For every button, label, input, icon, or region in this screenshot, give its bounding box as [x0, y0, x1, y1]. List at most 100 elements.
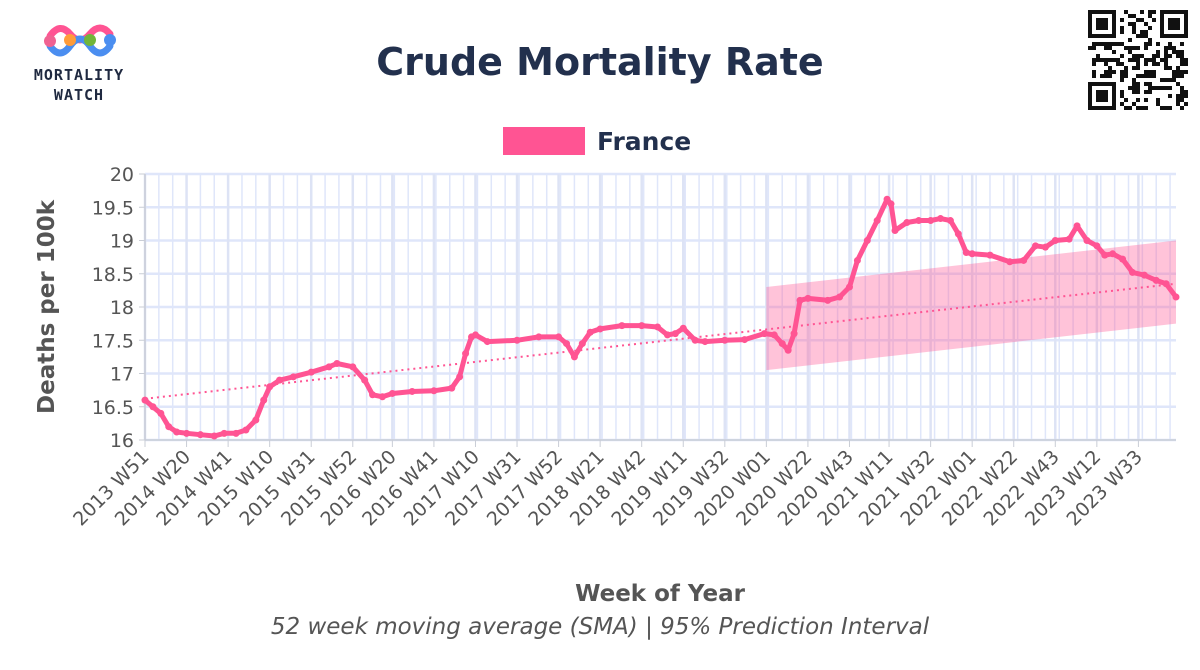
data-point[interactable] — [378, 393, 386, 401]
data-point[interactable] — [954, 230, 962, 238]
data-point[interactable] — [1119, 255, 1127, 263]
data-point[interactable] — [483, 338, 491, 346]
trend-line — [144, 282, 1177, 400]
data-point[interactable] — [691, 336, 699, 344]
data-point[interactable] — [1006, 258, 1014, 266]
data-point[interactable] — [804, 294, 812, 302]
data-point[interactable] — [471, 331, 479, 339]
data-point[interactable] — [824, 296, 832, 304]
y-tick-label: 18.5 — [92, 264, 134, 286]
data-point[interactable] — [307, 368, 315, 376]
data-point[interactable] — [165, 423, 173, 431]
data-point[interactable] — [1101, 251, 1109, 259]
data-point[interactable] — [836, 293, 844, 301]
data-point[interactable] — [937, 215, 945, 223]
data-point[interactable] — [289, 373, 297, 381]
data-point[interactable] — [1051, 237, 1059, 244]
data-point[interactable] — [784, 346, 792, 354]
data-point[interactable] — [448, 384, 456, 392]
data-point[interactable] — [210, 432, 218, 440]
data-point[interactable] — [456, 373, 464, 381]
data-point[interactable] — [173, 428, 181, 436]
data-point[interactable] — [1093, 242, 1101, 250]
data-point[interactable] — [968, 250, 976, 258]
data-point[interactable] — [1140, 271, 1148, 279]
data-point[interactable] — [903, 219, 911, 227]
data-point[interactable] — [770, 331, 778, 339]
data-point[interactable] — [863, 237, 871, 244]
data-point[interactable] — [1172, 293, 1180, 301]
data-point[interactable] — [220, 429, 228, 437]
data-point[interactable] — [586, 328, 594, 336]
data-point[interactable] — [596, 325, 604, 333]
data-point[interactable] — [663, 331, 671, 339]
data-point[interactable] — [157, 409, 165, 417]
data-point[interactable] — [638, 322, 646, 330]
data-point[interactable] — [183, 429, 191, 437]
data-point[interactable] — [333, 360, 341, 368]
data-point[interactable] — [369, 391, 377, 399]
data-point[interactable] — [578, 340, 586, 348]
data-point[interactable] — [570, 353, 578, 361]
data-point[interactable] — [266, 383, 274, 391]
data-point[interactable] — [361, 376, 369, 384]
data-point[interactable] — [671, 330, 679, 338]
data-point[interactable] — [887, 200, 895, 208]
logo-text-line1: MORTALITY — [33, 66, 125, 84]
data-point[interactable] — [891, 227, 899, 235]
data-point[interactable] — [1083, 237, 1091, 244]
data-point[interactable] — [430, 387, 438, 395]
data-point[interactable] — [701, 338, 709, 346]
data-point[interactable] — [462, 350, 470, 358]
data-point[interactable] — [388, 389, 396, 397]
prediction-interval-layer — [766, 240, 1176, 371]
series-layer — [141, 195, 1180, 440]
data-point[interactable] — [276, 376, 284, 384]
data-point[interactable] — [513, 336, 521, 344]
data-point[interactable] — [232, 429, 240, 437]
data-point[interactable] — [1020, 256, 1028, 264]
data-point[interactable] — [1109, 250, 1117, 258]
data-point[interactable] — [252, 416, 260, 424]
y-tick-label: 17 — [110, 364, 134, 386]
data-point[interactable] — [741, 336, 749, 344]
data-point[interactable] — [260, 396, 268, 404]
data-point[interactable] — [721, 336, 729, 344]
data-point[interactable] — [654, 323, 662, 331]
data-point[interactable] — [325, 363, 333, 371]
data-point[interactable] — [349, 363, 357, 371]
y-tick-label: 20 — [110, 164, 134, 186]
data-point[interactable] — [883, 195, 891, 203]
data-point[interactable] — [555, 333, 563, 341]
data-point[interactable] — [962, 248, 970, 256]
data-point[interactable] — [853, 256, 861, 264]
data-point[interactable] — [927, 217, 935, 225]
data-point[interactable] — [1041, 243, 1049, 251]
data-point[interactable] — [1152, 276, 1160, 284]
data-point[interactable] — [141, 396, 149, 404]
data-point[interactable] — [915, 217, 923, 225]
data-point[interactable] — [1065, 235, 1073, 243]
data-point[interactable] — [1162, 280, 1170, 288]
data-point[interactable] — [408, 387, 416, 395]
legend[interactable]: France — [503, 124, 691, 158]
data-point[interactable] — [1128, 268, 1136, 276]
data-point[interactable] — [986, 251, 994, 259]
data-point[interactable] — [760, 330, 768, 338]
data-point[interactable] — [535, 333, 543, 341]
data-point[interactable] — [946, 217, 954, 225]
data-point[interactable] — [790, 330, 798, 338]
data-point[interactable] — [242, 426, 250, 434]
data-point[interactable] — [679, 324, 687, 332]
data-point[interactable] — [618, 322, 626, 330]
data-point[interactable] — [1031, 242, 1039, 250]
data-point[interactable] — [873, 217, 881, 225]
data-point[interactable] — [1073, 222, 1081, 230]
data-point[interactable] — [778, 340, 786, 348]
data-point[interactable] — [845, 283, 853, 291]
data-point[interactable] — [796, 296, 804, 304]
logo-graphic-icon — [44, 24, 116, 57]
data-point[interactable] — [149, 403, 157, 411]
data-point[interactable] — [563, 340, 571, 348]
data-point[interactable] — [196, 431, 204, 439]
